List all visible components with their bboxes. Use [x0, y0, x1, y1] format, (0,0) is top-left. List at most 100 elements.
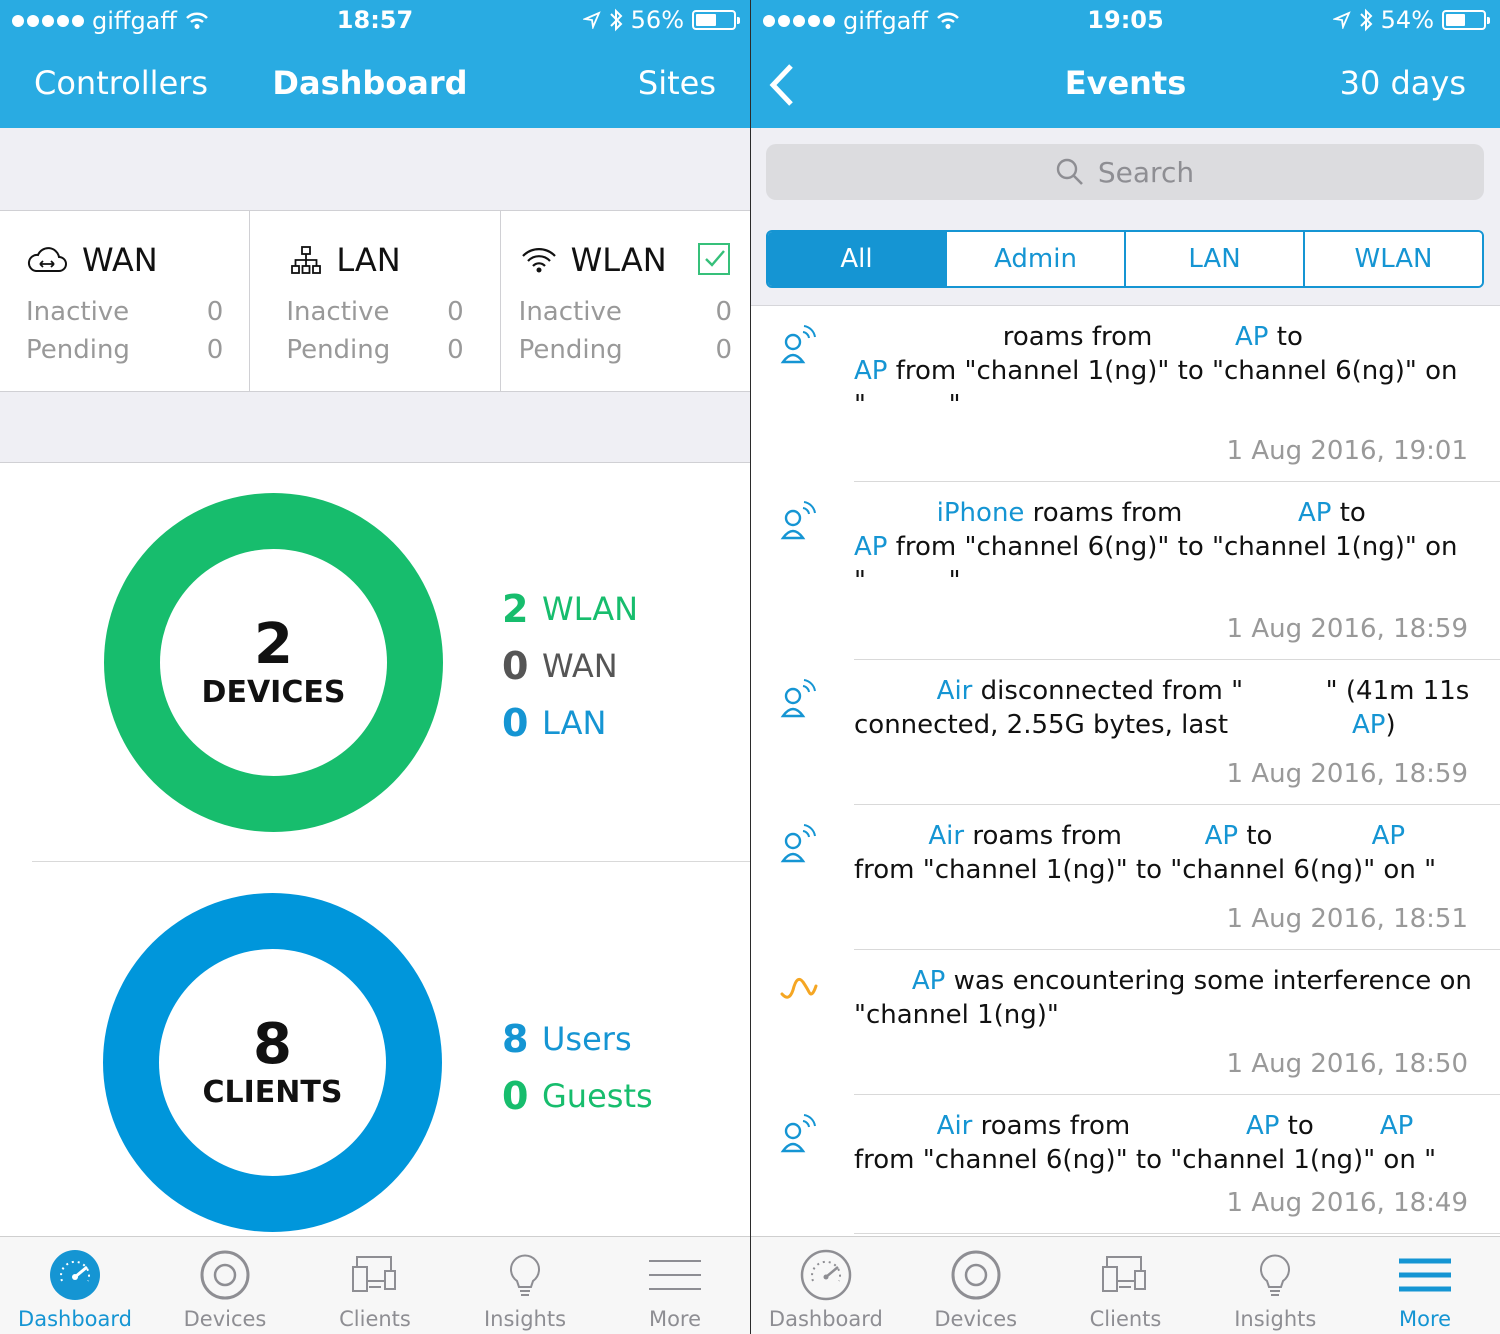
screen-divider [750, 0, 751, 1334]
clients-icon [352, 1256, 396, 1292]
dashboard-screen: giffgaff 18:57 56% Controllers Dashboard… [0, 0, 750, 1334]
tab-dashboard[interactable]: Dashboard [751, 1237, 901, 1334]
carrier-name: giffgaff [92, 7, 177, 35]
controllers-button[interactable]: Controllers [34, 64, 209, 102]
tab-devices[interactable]: Devices [150, 1237, 300, 1334]
bluetooth-icon [1359, 8, 1373, 32]
event-link-text[interactable]: Air [928, 821, 965, 851]
wifi-status-icon [937, 12, 959, 29]
event-text: connected, 2.55G bytes, last [854, 710, 1352, 740]
event-message-line: Air roams from AP to AP [854, 1109, 1474, 1143]
event-text: to [1268, 322, 1303, 352]
tab-devices[interactable]: Devices [901, 1237, 1051, 1334]
search-input[interactable]: Search [766, 144, 1484, 200]
event-message-line: roams from AP to [854, 320, 1474, 354]
tab-bar: Dashboard Devices Clients Insights More [751, 1236, 1500, 1334]
lan-card[interactable]: LAN Inactive 0 Pending 0 [250, 211, 501, 391]
row-separator [854, 1094, 1500, 1095]
location-icon [582, 11, 601, 29]
status-bar: giffgaff 18:57 56% [0, 0, 750, 40]
search-and-filter-area: Search All Admin LAN WLAN [751, 128, 1500, 306]
time-range-button[interactable]: 30 days [1339, 64, 1466, 102]
event-item[interactable]: AP was encountering some interference on… [751, 950, 1500, 1095]
devices-wan-label: WAN [542, 646, 618, 685]
event-link-text[interactable]: AP [1245, 1111, 1280, 1141]
wan-card[interactable]: WAN Inactive 0 Pending 0 [0, 211, 251, 391]
filter-lan[interactable]: LAN [1126, 232, 1305, 286]
checkmark-icon [697, 243, 730, 275]
devices-lan-count: 0 [502, 700, 529, 745]
event-link-text[interactable]: AP [1371, 821, 1406, 851]
event-message-line: Air roams from AP to AP [854, 819, 1474, 853]
clients-icon [1102, 1256, 1147, 1292]
tab-clients[interactable]: Clients [300, 1237, 450, 1334]
section-divider [32, 861, 750, 862]
devices-legend: 2 WLAN 0 WAN 0 LAN [502, 580, 638, 751]
event-text: to [1238, 821, 1372, 851]
event-item[interactable]: roams from AP to AP from "channel 1(ng)" … [751, 306, 1500, 482]
tab-insights[interactable]: Insights [1200, 1237, 1350, 1334]
devices-lan-label: LAN [542, 703, 607, 742]
lan-pending-value: 0 [447, 335, 464, 365]
event-item[interactable]: Air disconnected from " " (41m 11s connec… [751, 660, 1500, 805]
event-link-text[interactable]: AP [1352, 710, 1386, 740]
filter-admin[interactable]: Admin [947, 232, 1126, 286]
event-link-text[interactable]: AP [1204, 821, 1239, 851]
clients-guests-count: 0 [502, 1073, 529, 1118]
sites-button[interactable]: Sites [637, 64, 716, 102]
tab-dashboard[interactable]: Dashboard [0, 1237, 150, 1334]
battery-percent: 56% [630, 6, 684, 34]
tab-insights-label: Insights [483, 1307, 567, 1331]
carrier: giffgaff [12, 7, 209, 35]
wlan-title: WLAN [570, 241, 667, 279]
carrier-name: giffgaff [843, 7, 928, 35]
devices-wlan-item: 2 WLAN [502, 580, 638, 637]
event-item[interactable]: Air roams from AP to AP from "channel 6(n… [751, 1095, 1500, 1234]
event-link-text[interactable]: AP [1379, 1111, 1414, 1141]
event-item[interactable]: Air roams from AP to AP from "channel 1(n… [751, 805, 1500, 950]
clients-donut-chart[interactable]: 8 CLIENTS [103, 893, 442, 1232]
wlan-card[interactable]: WLAN Inactive 0 Pending 0 [501, 211, 750, 391]
signal-dots-icon [12, 15, 84, 27]
wan-pending-label: Pending [26, 335, 130, 365]
wan-pending-value: 0 [206, 335, 224, 365]
tab-insights[interactable]: Insights [450, 1237, 600, 1334]
tab-clients[interactable]: Clients [1051, 1237, 1201, 1334]
event-link-text[interactable]: Air [936, 676, 973, 706]
network-status-cards: WAN Inactive 0 Pending 0 LAN Inactive 0 Pen… [0, 210, 750, 392]
event-message-line: iPhone roams from AP to [854, 496, 1474, 530]
tab-more[interactable]: More [1350, 1237, 1500, 1334]
wireless-client-icon [780, 325, 816, 364]
event-link-text[interactable]: AP [911, 966, 946, 996]
devices-wlan-count: 2 [502, 586, 529, 631]
event-link-text[interactable]: Air [936, 1111, 973, 1141]
tab-devices-label: Devices [934, 1307, 1018, 1331]
devices-donut-chart[interactable]: 2 DEVICES [104, 493, 443, 832]
filter-wlan[interactable]: WLAN [1305, 232, 1482, 286]
wlan-inactive-value: 0 [715, 297, 732, 327]
events-screen: giffgaff 19:05 54% Events 30 days Search… [751, 0, 1500, 1334]
filter-all[interactable]: All [768, 232, 947, 286]
event-text [854, 821, 928, 851]
devices-wan-item: 0 WAN [502, 637, 638, 694]
event-link-text[interactable]: AP [854, 532, 888, 562]
event-link-text[interactable]: AP [1298, 498, 1332, 528]
event-link-text[interactable]: AP [1235, 322, 1269, 352]
back-chevron-icon[interactable] [767, 62, 797, 108]
battery-icon [692, 10, 740, 30]
clients-guests-item: 0 Guests [502, 1067, 653, 1124]
tab-dashboard-label: Dashboard [18, 1307, 132, 1331]
event-link-text[interactable]: AP [854, 356, 888, 386]
devices-count: 2 [254, 611, 293, 677]
tab-more-label: More [1399, 1307, 1452, 1331]
event-link-text[interactable]: iPhone [936, 498, 1025, 528]
event-message-line: connected, 2.55G bytes, last AP) [854, 708, 1474, 742]
tab-more[interactable]: More [600, 1237, 750, 1334]
carrier: giffgaff [763, 7, 960, 35]
wlan-inactive-label: Inactive [518, 297, 622, 327]
event-timestamp: 1 Aug 2016, 18:59 [1226, 614, 1468, 644]
wireless-client-icon [780, 501, 816, 540]
event-item[interactable]: iPhone roams from AP to AP from "channel … [751, 482, 1500, 660]
wifi-icon [521, 248, 556, 273]
lightbulb-icon [510, 1254, 540, 1296]
